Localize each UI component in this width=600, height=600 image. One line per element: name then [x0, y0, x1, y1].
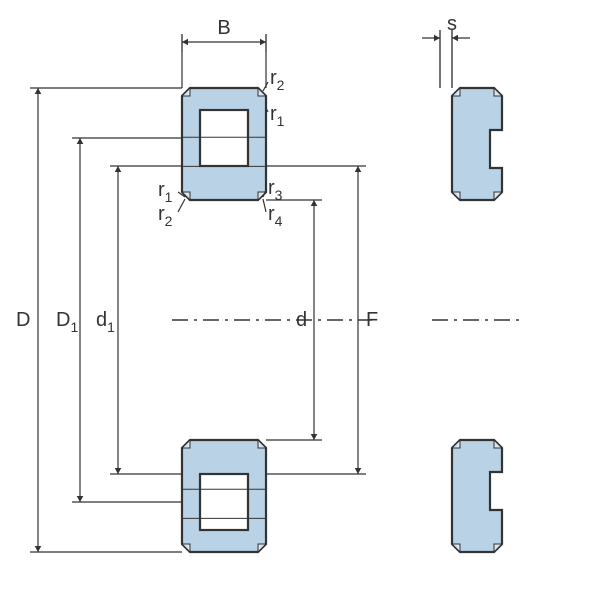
- label-D: D: [16, 309, 30, 331]
- label-B: B: [217, 17, 230, 39]
- label-r1br1b_sub: r1: [158, 179, 173, 205]
- label-d1d1_sub: d1: [96, 309, 115, 335]
- bearing-cross-section-diagram: BDD1d1dFr2r1r1r2r3r4s: [0, 0, 600, 600]
- label-D1D1_sub: D1: [56, 309, 78, 335]
- label-r1ar1a_sub: r1: [270, 103, 285, 129]
- label-d: d: [296, 309, 307, 331]
- label-r2ar2a_sub: r2: [270, 67, 285, 93]
- label-r4r4_sub: r4: [268, 203, 283, 229]
- label-r2br2b_sub: r2: [158, 203, 173, 229]
- label-r3r3_sub: r3: [268, 177, 283, 203]
- label-F: F: [366, 309, 378, 331]
